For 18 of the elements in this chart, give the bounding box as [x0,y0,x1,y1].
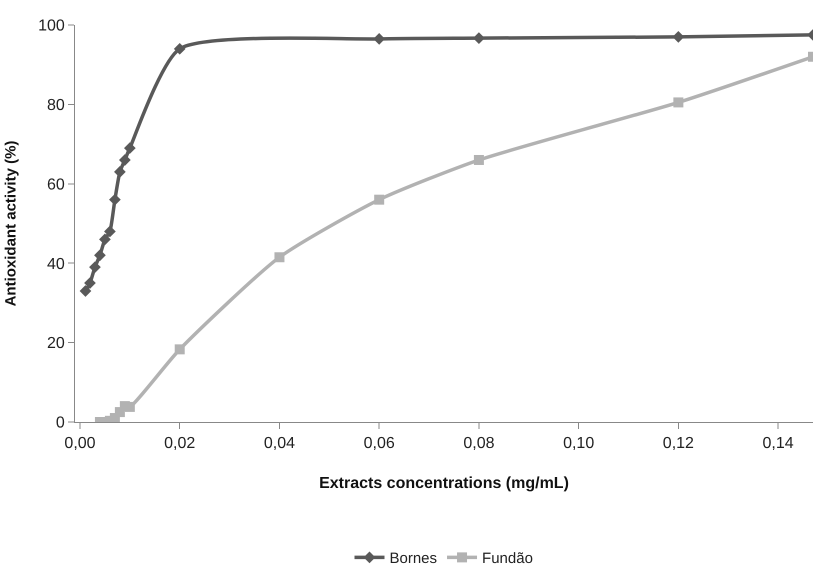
x-tick-label: 0,14 [762,435,794,452]
y-tick-label: 100 [38,18,65,35]
y-tick-label: 0 [56,414,65,432]
legend-label: Bornes [390,550,438,568]
y-tick-label: 60 [47,176,65,194]
x-axis-title: Extracts concentrations (mg/mL) [319,474,569,492]
x-tick-label: 0,08 [463,435,495,452]
x-tick-label: 0,02 [164,435,196,452]
y-tick-label: 20 [47,335,65,352]
y-tick-label: 80 [47,97,65,114]
x-tick-label: 0,10 [563,435,594,452]
x-tick-label: 0,04 [264,435,296,452]
x-tick-label: 0,06 [364,435,395,452]
y-tick-label: 40 [47,256,65,273]
x-tick-label: 0,12 [662,435,694,452]
legend-label: Fundão [482,550,533,568]
x-tick-label: 0,00 [64,435,96,452]
y-axis-title: Antioxidant activity (%) [2,140,20,306]
